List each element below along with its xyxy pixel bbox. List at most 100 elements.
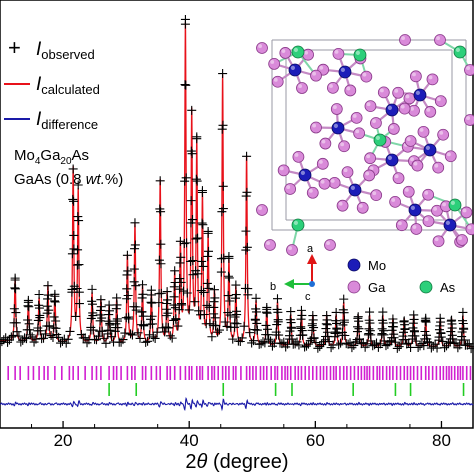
observed-point — [96, 305, 106, 315]
observed-point — [113, 323, 123, 333]
ga-atom — [310, 121, 322, 134]
observed-point — [0, 337, 7, 347]
ga-atom-highlight — [258, 206, 263, 210]
observed-point — [191, 174, 201, 184]
phase-label-main: Mo4Ga20As — [14, 147, 89, 167]
ga-atom — [318, 177, 331, 190]
observed-point — [68, 164, 78, 174]
observed-point — [155, 176, 165, 186]
ga-atom — [256, 42, 268, 54]
observed-point — [6, 332, 16, 342]
observed-point — [286, 323, 296, 333]
ga-atom — [432, 161, 445, 174]
observed-point — [20, 333, 30, 343]
as-atom-highlight — [293, 220, 298, 225]
ga-atom-highlight — [462, 208, 467, 213]
observed-point — [24, 302, 34, 312]
observed-point — [287, 334, 297, 344]
observed-point — [1, 333, 11, 343]
ga-atom-highlight — [330, 178, 335, 183]
ga-atom — [279, 47, 292, 59]
mo-atom — [443, 218, 457, 232]
observed-point — [211, 321, 221, 331]
ga-atom-highlight — [366, 154, 371, 159]
observed-point — [218, 181, 228, 191]
mo-atom — [423, 143, 437, 157]
ga-atom-highlight — [320, 179, 325, 184]
atom-legend-as-swatch — [419, 280, 433, 294]
observed-point — [148, 332, 158, 342]
observed-point — [161, 322, 171, 332]
observed-point — [129, 264, 139, 274]
as-atom — [353, 48, 367, 62]
ga-atom — [277, 164, 290, 177]
observed-point — [93, 331, 103, 341]
observed-point — [187, 105, 197, 115]
ga-atom-highlight — [298, 84, 302, 89]
mo-atom-highlight — [387, 105, 392, 110]
observed-point — [144, 330, 154, 340]
ga-atom — [444, 150, 457, 163]
observed-point — [193, 269, 203, 279]
ga-atom — [464, 64, 474, 76]
ga-atom-highlight — [458, 236, 463, 240]
observed-point — [372, 338, 382, 348]
observed-point — [25, 330, 35, 340]
observed-point — [225, 296, 235, 306]
ga-atom-highlight — [288, 246, 293, 250]
observed-point — [190, 297, 200, 307]
observed-point — [16, 337, 26, 347]
observed-point — [99, 333, 109, 343]
observed-point — [131, 281, 141, 291]
observed-point — [49, 312, 59, 322]
ga-atom — [310, 69, 322, 82]
ga-atom-highlight — [294, 153, 299, 157]
legend-observed-symbol: + — [8, 35, 21, 60]
as-atom — [453, 45, 467, 59]
ga-atom — [395, 219, 408, 232]
ga-atom — [353, 127, 366, 140]
as-atom — [291, 45, 305, 59]
observed-point — [263, 330, 273, 340]
ga-atom — [422, 188, 435, 201]
observed-point — [57, 336, 67, 346]
observed-point — [169, 292, 179, 302]
x-axis-title: 2θ (degree) — [185, 451, 288, 473]
ga-atom-highlight — [358, 203, 363, 208]
structure-atoms — [256, 34, 474, 256]
ga-atom-highlight — [413, 161, 418, 166]
observed-point — [181, 80, 191, 90]
observed-point — [309, 323, 319, 333]
ga-atom — [356, 201, 369, 214]
ga-atom-highlight — [270, 60, 275, 64]
ga-atom — [465, 223, 474, 236]
observed-point — [203, 246, 213, 256]
ga-atom-highlight — [258, 44, 263, 48]
observed-point — [242, 151, 252, 161]
ga-atom — [424, 105, 437, 118]
observed-point — [8, 330, 18, 340]
observed-point — [218, 120, 228, 130]
observed-point — [377, 324, 387, 334]
ga-atom — [411, 159, 424, 172]
ga-atom-highlight — [412, 225, 417, 229]
observed-point — [332, 328, 342, 338]
observed-point — [224, 251, 234, 261]
observed-point — [242, 242, 252, 252]
ga-atom — [350, 111, 363, 124]
observed-point — [137, 307, 147, 317]
observed-point — [354, 324, 364, 334]
observed-point — [34, 290, 44, 300]
ga-atom — [364, 100, 377, 113]
observed-point — [428, 341, 438, 351]
observed-point — [451, 338, 461, 348]
observed-point — [198, 220, 208, 230]
observed-point — [179, 286, 189, 296]
observed-point — [14, 331, 24, 341]
observed-point — [10, 273, 20, 283]
ga-atom — [403, 92, 416, 105]
ga-atom — [387, 123, 400, 135]
observed-point — [192, 132, 202, 142]
observed-point — [440, 343, 450, 353]
ga-atom-highlight — [410, 106, 414, 111]
